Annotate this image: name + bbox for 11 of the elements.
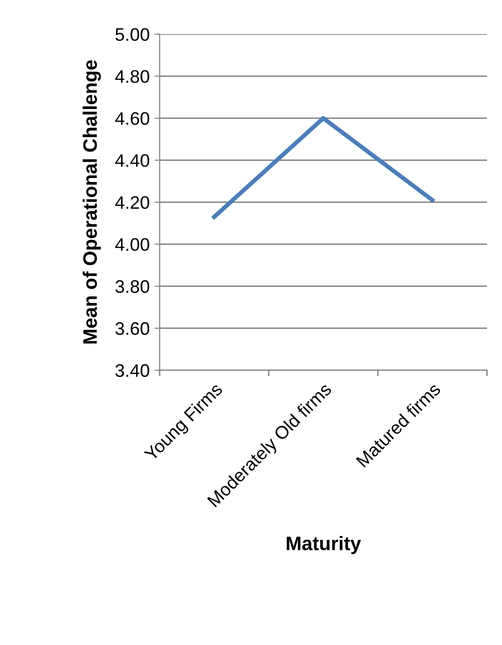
y-tick-label: 4.40 (115, 154, 150, 167)
y-tick-label: 3.40 (115, 364, 150, 377)
y-tick-label: 4.00 (115, 238, 150, 251)
y-tick-label: 3.60 (115, 322, 150, 335)
y-axis-title: Mean of Operational Challenge (82, 60, 101, 344)
x-axis-title: Maturity (286, 536, 361, 554)
y-tick-label: 4.80 (115, 70, 150, 83)
y-tick-label: 4.20 (115, 196, 150, 209)
y-tick-label: 4.60 (115, 112, 150, 125)
y-tick-label: 5.00 (116, 28, 150, 41)
y-tick-label: 3.80 (115, 280, 150, 293)
